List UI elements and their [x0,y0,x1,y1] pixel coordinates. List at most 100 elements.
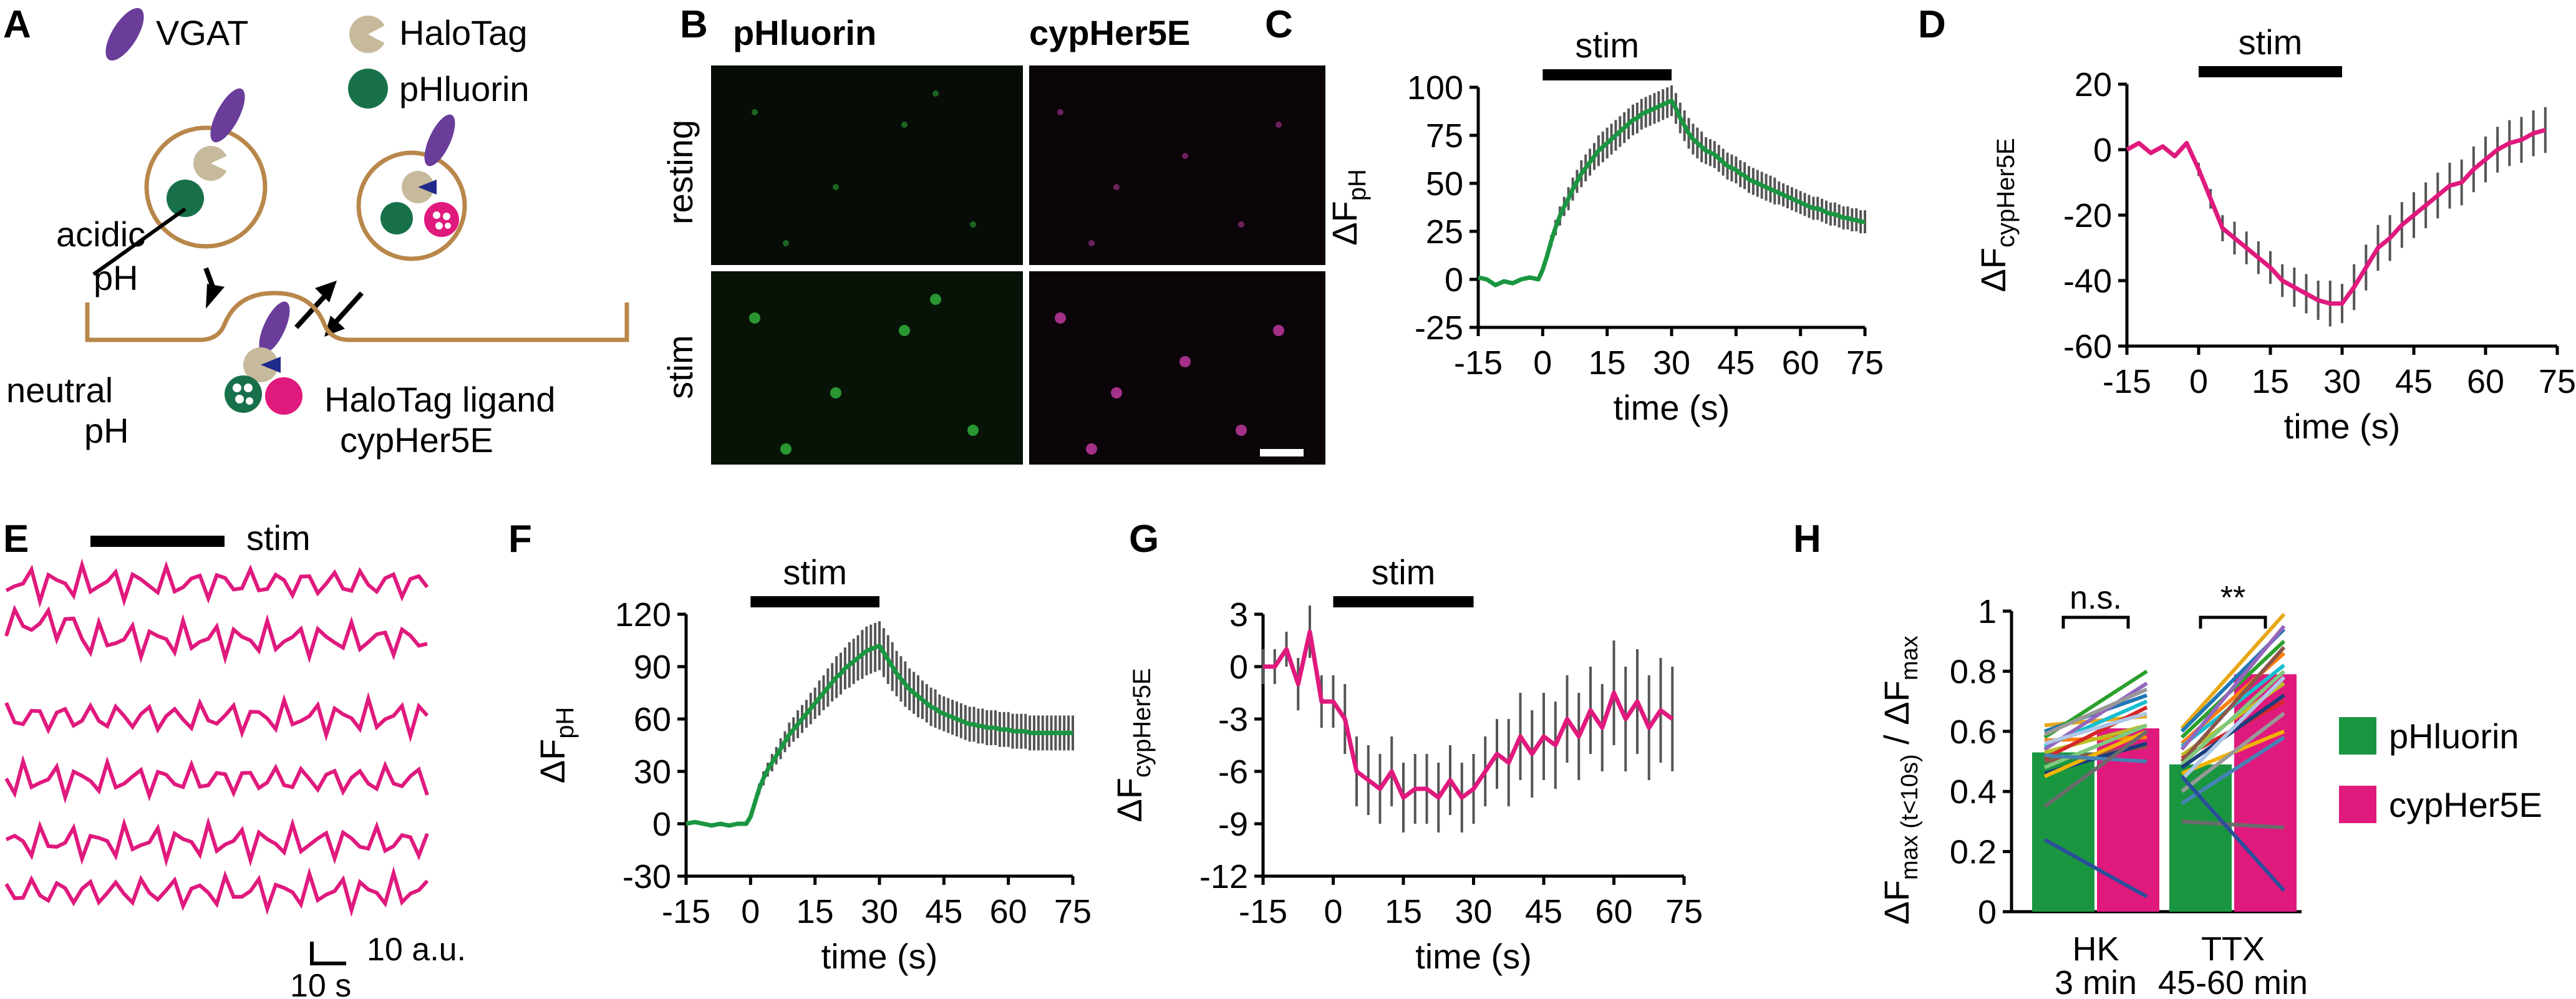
y-axis-label: ΔFcypHer5E [1110,668,1156,822]
panel-b-images: pHluorin cypHer5E resting stim [661,13,1325,465]
series-line [685,643,1073,828]
category-label: HK [2072,930,2119,968]
y-tick-label: 75 [1426,117,1463,155]
x-tick-label: 75 [1665,893,1703,930]
panel-a-schematic: VGAT HaloTag pHluorin acidic pH [6,7,629,460]
image-resting-cypher [1029,65,1325,265]
punctum-rest [833,184,839,190]
y-tick-label: 60 [634,701,671,738]
stim-label: stim [1372,553,1436,592]
punctum-rest [1238,221,1244,228]
y-tick-label: 0.6 [1950,713,1997,751]
acidic-ph-label-1: acidic [56,215,145,254]
y-tick-label: -25 [1415,309,1463,347]
scale-bar [1260,449,1304,456]
punctum-rest [1182,153,1188,159]
punctum-stim [830,387,841,398]
y-tick-label: 50 [1426,165,1463,203]
punctum-stim [1111,387,1122,398]
x-axis-label: time (s) [1614,388,1730,427]
pair-line [2181,693,2285,770]
y-axis-label-main: ΔF [533,739,572,784]
x-tick-label: 30 [1455,893,1492,930]
x-tick-label: 45 [925,893,962,930]
x-tick-label: -15 [2103,363,2151,400]
x-tick-label: 15 [1589,344,1626,382]
col-label-phluorin: pHluorin [733,13,876,52]
x-tick-label: 15 [797,893,834,930]
x-tick-label: 60 [1595,893,1632,930]
x-tick-label: 45 [2395,363,2433,400]
punctum-stim [899,325,910,336]
chart-c: -15 0 15 30 45 60 75 -25 0 25 50 75 100 time (s) ΔFpH s… [1325,26,1884,427]
category-sublabel: 3 min [2055,964,2137,999]
pair-line [2043,723,2148,770]
panel-letter-a: A [3,3,31,46]
legend-swatch [2339,786,2376,823]
punctum-rest [1088,240,1095,246]
panel-letter-g: G [1129,518,1159,561]
row-label-resting: resting [661,120,700,224]
y-tick-label: 0 [1229,649,1248,686]
y-axis-label: ΔFpH [1325,169,1371,246]
trace-3 [4,755,429,804]
x-tick-label: 75 [1054,893,1092,930]
pair-line [2180,675,2286,781]
legend-vgat-label: VGAT [156,13,248,52]
y-axis-label: ΔFcypHer5E [1973,138,2020,292]
panel-letter-f: F [508,518,532,561]
significance-label: n.s. [2070,580,2122,616]
y-axis-label-sub: cypHer5E [1992,138,2020,248]
chart-f: -15 0 15 30 45 60 75 -30 0 30 60 90 120 time (s) ΔFpH s… [533,553,1092,976]
punctum-stim [749,312,760,324]
category-sublabel: 45-60 min [2158,964,2308,999]
phluorin-legend-icon [348,69,388,109]
trace-5 [4,866,429,917]
y-tick-label: -3 [1218,701,1248,738]
legend-label: pHluorin [2389,717,2519,756]
pair-line [2180,775,2286,892]
y-tick-label: 0 [1978,894,1997,931]
series-line [2126,128,2546,306]
pair-line [2043,730,2148,808]
punctum-stim [930,294,941,305]
stim-label-e: stim [246,518,311,557]
stim-label: stim [783,553,847,592]
pair-line [2180,670,2286,766]
cypher-label: cypHer5E [340,420,493,460]
x-tick-label: 15 [2252,363,2289,400]
punctum-stim [1273,325,1284,336]
pair-line [2181,819,2285,830]
pair-line [2180,625,2286,751]
legend-swatch [2339,717,2376,755]
significance-bracket [2061,615,2130,629]
punctum-rest [1113,184,1120,190]
x-tick-label: 0 [2189,363,2208,400]
x-tick-label: 75 [1846,344,1884,382]
x-tick-label: -15 [1454,344,1503,382]
panel-letter-e: E [3,518,29,561]
x-tick-label: 45 [1717,344,1755,382]
y-tick-label: 1 [1978,593,1997,630]
x-tick-label: 60 [990,893,1027,930]
pair-line [2181,712,2285,793]
image-resting-phluorin [711,65,1023,265]
significance-bracket [2199,615,2267,629]
legend-label: cypHer5E [2389,785,2542,824]
trace-0 [5,558,429,609]
x-axis-label: time (s) [2284,407,2401,446]
y-axis-label-main: ΔF [1110,778,1149,823]
y-tick-label: 100 [1407,69,1463,107]
stim-label: stim [1575,26,1639,65]
x-tick-label: 0 [1324,893,1342,930]
x-tick-label: 45 [1525,893,1562,930]
series-line [1478,99,1865,287]
legend-halotag-label: HaloTag [399,13,527,52]
y-tick-label: 0.2 [1950,834,1997,871]
punctum-stim [1086,443,1097,455]
x-tick-label: 75 [2539,363,2576,400]
x-tick-label: 15 [1385,893,1422,930]
chart-h: 0 0.2 0.4 0.6 0.8 1 ΔFmax (t<10s) / ΔFmax n.s. H… [1877,580,2542,999]
y-tick-label: 0 [1445,261,1463,299]
